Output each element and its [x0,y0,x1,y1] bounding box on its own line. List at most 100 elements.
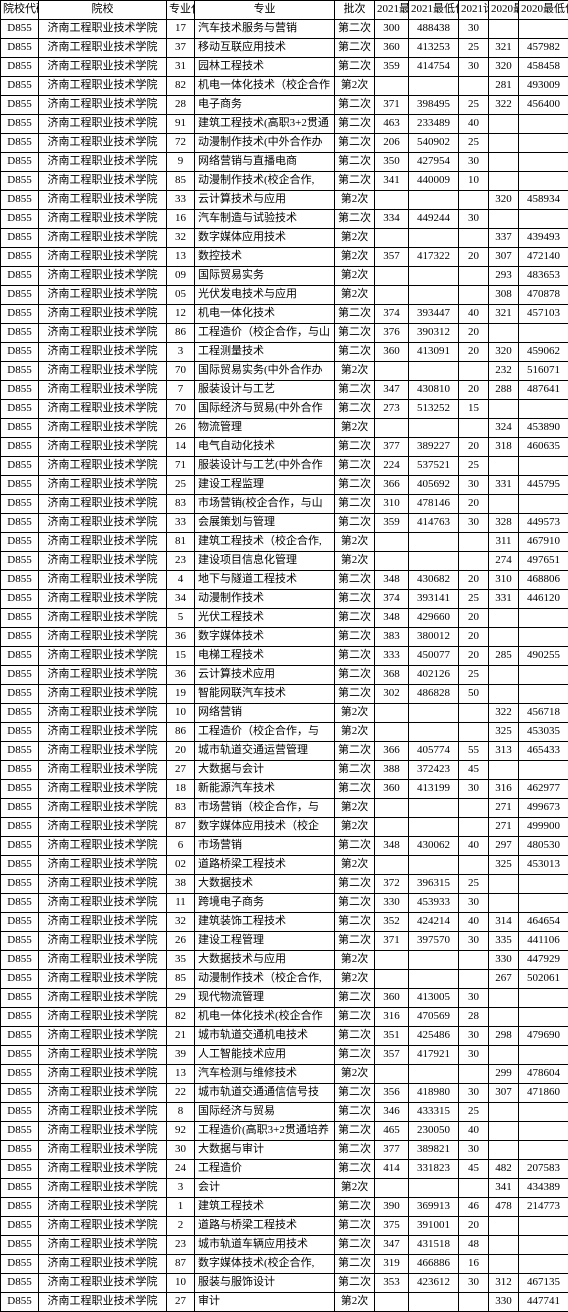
cell-mcode: 9 [167,153,195,172]
cell-code: D855 [1,267,39,286]
cell-school: 济南工程职业技术学院 [39,77,167,96]
cell-mcode: 10 [167,704,195,723]
cell-rank20: 453013 [519,856,568,875]
cell-rank21: 488438 [409,20,459,39]
cell-code: D855 [1,1198,39,1217]
cell-min20 [489,153,519,172]
cell-school: 济南工程职业技术学院 [39,1160,167,1179]
cell-rank20 [519,1217,568,1236]
cell-mcode: 82 [167,1008,195,1027]
cell-code: D855 [1,153,39,172]
cell-mcode: 13 [167,248,195,267]
cell-code: D855 [1,1160,39,1179]
cell-plan21: 30 [459,780,489,799]
cell-min21 [375,799,409,818]
cell-mcode: 05 [167,286,195,305]
cell-min20: 288 [489,381,519,400]
cell-rank21: 513252 [409,400,459,419]
cell-min20: 281 [489,77,519,96]
cell-rank21 [409,704,459,723]
table-row: D855济南工程职业技术学院86工程造价（校企合作，与第2次325453035 [1,723,568,742]
cell-plan21: 40 [459,837,489,856]
cell-rank20: 460635 [519,438,568,457]
cell-major: 机电一体化技术（校企合作 [195,77,335,96]
cell-rank21: 417322 [409,248,459,267]
cell-rank20: 487641 [519,381,568,400]
cell-min20: 331 [489,476,519,495]
cell-batch: 第2次 [335,419,375,438]
table-row: D855济南工程职业技术学院9网络营销与直播电商第二次35042795430 [1,153,568,172]
table-row: D855济南工程职业技术学院72动漫制作技术(中外合作办第二次206540902… [1,134,568,153]
cell-rank21: 397570 [409,932,459,951]
cell-code: D855 [1,20,39,39]
cell-school: 济南工程职业技术学院 [39,172,167,191]
cell-min20: 318 [489,438,519,457]
cell-plan21: 30 [459,1046,489,1065]
cell-major: 城市轨道交通通信信号技 [195,1084,335,1103]
cell-mcode: 32 [167,229,195,248]
table-row: D855济南工程职业技术学院12机电一体化技术第二次37439344740321… [1,305,568,324]
cell-rank20: 447929 [519,951,568,970]
cell-min20: 274 [489,552,519,571]
cell-school: 济南工程职业技术学院 [39,856,167,875]
cell-min21: 341 [375,172,409,191]
cell-min21: 377 [375,1141,409,1160]
cell-batch: 第二次 [335,305,375,324]
cell-code: D855 [1,476,39,495]
cell-plan21 [459,286,489,305]
cell-major: 园林工程技术 [195,58,335,77]
cell-plan21 [459,533,489,552]
cell-min21: 374 [375,590,409,609]
cell-rank20 [519,666,568,685]
table-row: D855济南工程职业技术学院32建筑装饰工程技术第二次3524242144031… [1,913,568,932]
table-row: D855济南工程职业技术学院85动漫制作技术(校企合作,第二次341440009… [1,172,568,191]
cell-mcode: 16 [167,210,195,229]
cell-rank21: 393447 [409,305,459,324]
cell-batch: 第二次 [335,875,375,894]
cell-min20: 341 [489,1179,519,1198]
cell-plan21: 25 [459,96,489,115]
cell-min20 [489,666,519,685]
cell-batch: 第2次 [335,799,375,818]
table-row: D855济南工程职业技术学院20城市轨道交通运营管理第二次36640577455… [1,742,568,761]
cell-rank20: 472140 [519,248,568,267]
cell-min21 [375,191,409,210]
cell-min20: 267 [489,970,519,989]
table-row: D855济南工程职业技术学院2道路与桥梁工程技术第二次37539100120 [1,1217,568,1236]
cell-major: 数字媒体应用技术 [195,229,335,248]
cell-min20: 307 [489,1084,519,1103]
cell-min21: 302 [375,685,409,704]
cell-batch: 第二次 [335,1046,375,1065]
table-row: D855济南工程职业技术学院02道路桥梁工程技术第2次325453013 [1,856,568,875]
cell-rank21: 417921 [409,1046,459,1065]
cell-mcode: 7 [167,381,195,400]
cell-mcode: 85 [167,172,195,191]
table-row: D855济南工程职业技术学院39人工智能技术应用第二次35741792130 [1,1046,568,1065]
cell-code: D855 [1,533,39,552]
cell-plan21: 20 [459,1217,489,1236]
table-row: D855济南工程职业技术学院29现代物流管理第二次36041300530 [1,989,568,1008]
cell-mcode: 33 [167,514,195,533]
cell-min21: 356 [375,1084,409,1103]
cell-mcode: 19 [167,685,195,704]
cell-major: 审计 [195,1293,335,1312]
cell-batch: 第2次 [335,267,375,286]
cell-batch: 第2次 [335,77,375,96]
cell-code: D855 [1,837,39,856]
cell-major: 国际贸易实务(中外合作办 [195,362,335,381]
table-row: D855济南工程职业技术学院15电梯工程技术第二次333450077202854… [1,647,568,666]
cell-major: 市场营销 [195,837,335,856]
cell-rank20 [519,1141,568,1160]
cell-min21: 359 [375,514,409,533]
cell-min20 [489,1141,519,1160]
cell-code: D855 [1,39,39,58]
cell-major: 云计算技术应用 [195,666,335,685]
cell-min21: 347 [375,1236,409,1255]
cell-mcode: 5 [167,609,195,628]
cell-rank21: 414754 [409,58,459,77]
cell-min20: 337 [489,229,519,248]
cell-school: 济南工程职业技术学院 [39,1008,167,1027]
cell-batch: 第二次 [335,1274,375,1293]
table-row: D855济南工程职业技术学院81建筑工程技术（校企合作,第2次311467910 [1,533,568,552]
cell-batch: 第二次 [335,837,375,856]
